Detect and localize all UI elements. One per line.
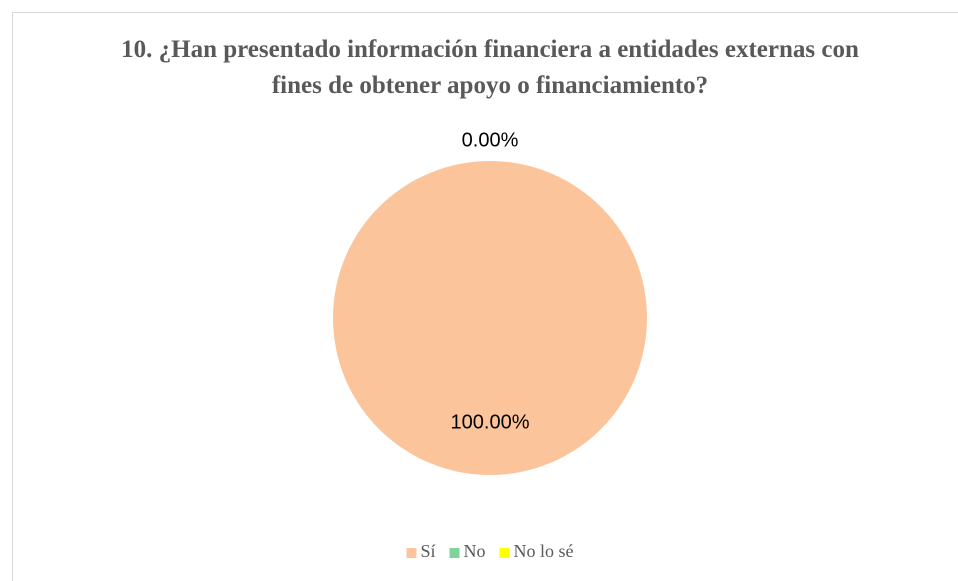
legend-marker [406, 548, 417, 558]
legend-label: No lo sé [514, 541, 574, 561]
legend-label: No [464, 541, 486, 561]
pie-slice [333, 161, 647, 475]
legend-marker [449, 548, 460, 558]
data-label: 100.00% [451, 411, 530, 433]
data-label: 0.00% [462, 129, 519, 151]
legend-label: Sí [420, 541, 435, 561]
chart-title: 10. ¿Han presentado información financie… [121, 36, 859, 99]
legend-marker [499, 548, 510, 558]
